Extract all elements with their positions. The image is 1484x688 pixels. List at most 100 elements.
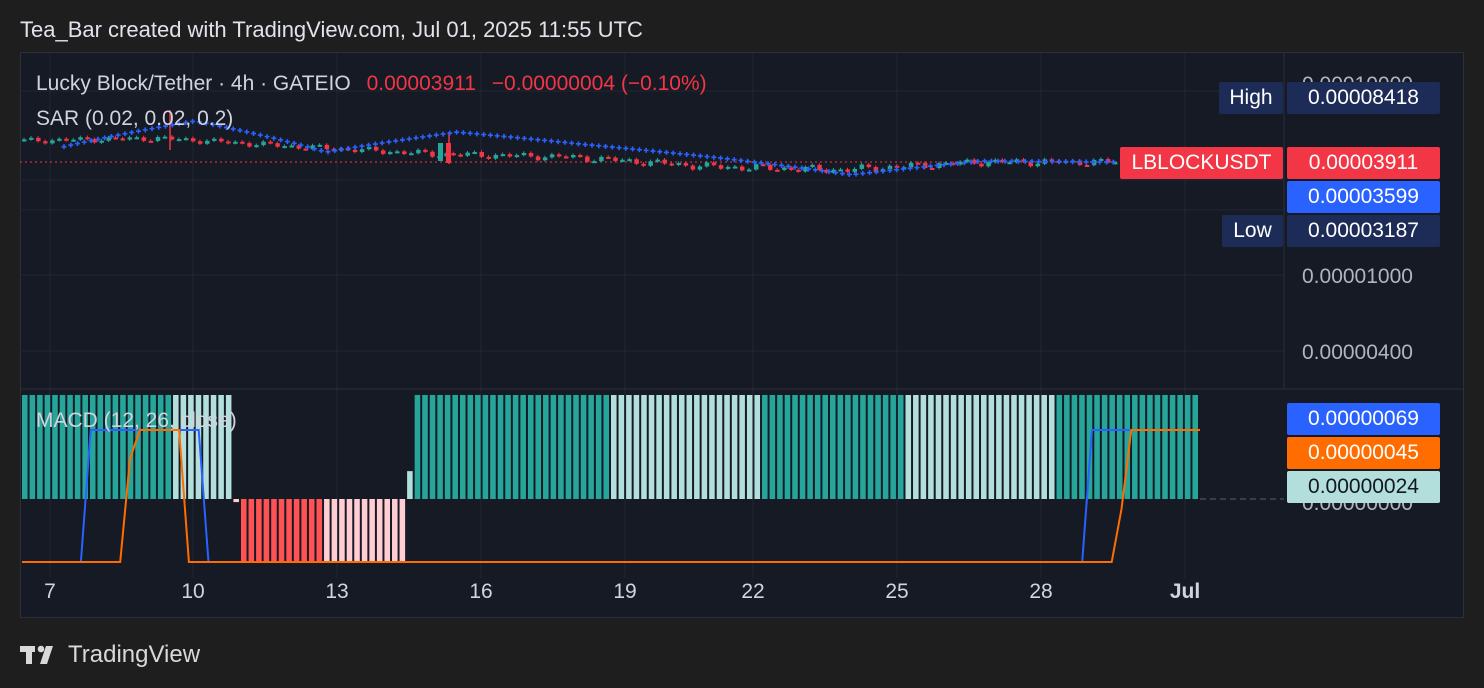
histogram-bar bbox=[112, 395, 119, 499]
sar-dot bbox=[684, 151, 690, 157]
macd-histogram bbox=[22, 395, 1198, 562]
sar-dot bbox=[1056, 159, 1062, 165]
histogram-bar bbox=[1139, 395, 1146, 499]
sar-dot bbox=[955, 160, 961, 166]
symbol-legend[interactable]: Lucky Block/Tether · 4h · GATEIO 0.00003… bbox=[36, 72, 707, 96]
candle-body bbox=[592, 161, 597, 164]
candle-body bbox=[141, 137, 147, 141]
candle-body bbox=[366, 146, 372, 150]
histogram-bar bbox=[157, 395, 164, 499]
sar-dot bbox=[575, 141, 581, 147]
sar-dot bbox=[454, 129, 460, 135]
sar-dot bbox=[833, 170, 839, 176]
sar-dot bbox=[81, 139, 87, 145]
histogram-bar bbox=[588, 395, 594, 499]
histogram-bar bbox=[44, 395, 51, 499]
histogram-bar bbox=[709, 395, 715, 499]
candle-body bbox=[908, 162, 914, 168]
sar-dot bbox=[731, 157, 737, 163]
sar-dot bbox=[88, 138, 94, 144]
sar-dot bbox=[745, 158, 751, 164]
footer: TradingView bbox=[20, 638, 200, 672]
sar-legend[interactable]: SAR (0.02, 0.02, 0.2) bbox=[36, 107, 234, 130]
candle-body bbox=[965, 159, 970, 162]
histogram-bar bbox=[74, 395, 81, 499]
histogram-bar bbox=[656, 395, 662, 499]
histogram-bar bbox=[550, 395, 557, 499]
candle-body bbox=[303, 148, 309, 151]
histogram-bar bbox=[988, 395, 995, 499]
sar-dot bbox=[237, 127, 243, 133]
candle-body bbox=[472, 152, 477, 155]
grid-lines bbox=[20, 53, 1284, 578]
sar-dot bbox=[271, 135, 277, 141]
histogram-bar bbox=[135, 395, 141, 499]
sar-dot bbox=[135, 128, 141, 134]
macd-legend[interactable]: MACD (12, 26, close) bbox=[36, 409, 237, 432]
candle-body bbox=[620, 159, 625, 162]
histogram-bar bbox=[890, 395, 896, 499]
candle-body bbox=[22, 139, 27, 142]
histogram-bar bbox=[1101, 395, 1108, 499]
high-label: High bbox=[1219, 82, 1283, 114]
sar-dot bbox=[609, 144, 615, 150]
candle-body bbox=[465, 152, 470, 156]
histogram-bar bbox=[822, 395, 828, 499]
price-change: −0.00000004 (−0.10%) bbox=[491, 72, 707, 95]
candle-body bbox=[831, 169, 836, 173]
candle-body bbox=[627, 159, 632, 162]
sar-dot bbox=[663, 149, 669, 155]
histogram-bar bbox=[422, 395, 428, 499]
histogram-bar bbox=[97, 395, 104, 499]
histogram-bar bbox=[633, 395, 640, 499]
histogram-bar bbox=[1124, 395, 1131, 499]
histogram-bar bbox=[996, 395, 1002, 499]
sar-dot bbox=[149, 126, 155, 132]
histogram-bar bbox=[203, 395, 209, 499]
histogram-bar bbox=[505, 395, 511, 499]
candle-body bbox=[197, 141, 203, 144]
sar-dot bbox=[968, 159, 974, 165]
histogram-bar bbox=[1086, 395, 1093, 499]
candle-body bbox=[697, 166, 703, 170]
histogram-bar bbox=[173, 395, 179, 499]
histogram-bar bbox=[739, 395, 745, 499]
tradingview-brand: TradingView bbox=[68, 641, 201, 668]
sar-dot bbox=[975, 158, 981, 164]
sar-dot bbox=[711, 154, 717, 160]
sar-dot bbox=[291, 140, 297, 146]
histogram-bar bbox=[1132, 395, 1138, 499]
candle-body bbox=[754, 164, 759, 170]
histogram-bar bbox=[195, 395, 202, 499]
histogram-bar bbox=[641, 395, 647, 499]
candle-body bbox=[50, 140, 55, 144]
sar-dot bbox=[251, 130, 257, 136]
sar-dot bbox=[210, 122, 216, 128]
histogram-bar bbox=[324, 499, 330, 562]
time-tick: Jul bbox=[1170, 580, 1200, 603]
histogram-bar bbox=[829, 395, 836, 499]
sar-dot bbox=[345, 145, 351, 151]
candle-body bbox=[134, 137, 140, 140]
candle-body bbox=[922, 162, 928, 168]
sar-dot bbox=[569, 140, 575, 146]
histogram-bar bbox=[444, 395, 451, 499]
sar-dot bbox=[1009, 158, 1015, 164]
sar-dot bbox=[819, 168, 825, 174]
sar-dot bbox=[372, 141, 378, 147]
candle-body bbox=[542, 157, 548, 161]
histogram-bar bbox=[467, 395, 474, 499]
candle-body bbox=[240, 141, 245, 144]
histogram-bar bbox=[150, 395, 156, 499]
sar-dot bbox=[129, 129, 135, 135]
candle-body bbox=[458, 154, 463, 157]
histogram-bar bbox=[67, 395, 73, 499]
histogram-bar bbox=[1033, 395, 1040, 499]
sar-dot bbox=[785, 163, 791, 169]
sar-dot bbox=[264, 134, 270, 140]
histogram-bar bbox=[965, 395, 972, 499]
candle-body bbox=[29, 137, 34, 140]
sar-dot bbox=[169, 122, 175, 128]
candle-body bbox=[739, 166, 745, 171]
